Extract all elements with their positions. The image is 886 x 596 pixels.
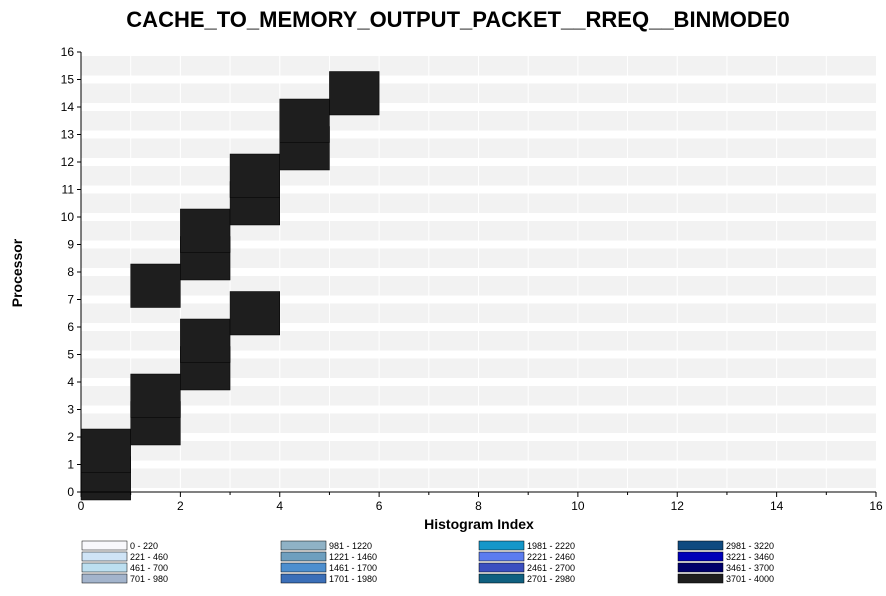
y-tick-label: 12 bbox=[61, 155, 75, 169]
heatmap-cell bbox=[229, 291, 280, 336]
legend-label: 701 - 980 bbox=[130, 574, 168, 584]
legend-item: 2981 - 3220 bbox=[677, 540, 774, 551]
y-tick-label: 5 bbox=[67, 348, 74, 362]
legend-swatch bbox=[677, 562, 724, 573]
x-tick-label: 16 bbox=[869, 499, 883, 513]
legend-item: 0 - 220 bbox=[81, 540, 158, 551]
y-tick-label: 6 bbox=[67, 320, 74, 334]
heatmap-cells bbox=[80, 71, 380, 501]
heatmap-cell bbox=[80, 428, 131, 473]
y-tick-label: 9 bbox=[67, 238, 74, 252]
legend-item: 3461 - 3700 bbox=[677, 562, 774, 573]
legend-label: 981 - 1220 bbox=[329, 541, 372, 551]
y-tick-label: 13 bbox=[61, 128, 75, 142]
y-tick-label: 2 bbox=[67, 430, 74, 444]
legend-label: 3701 - 4000 bbox=[726, 574, 774, 584]
x-tick-label: 2 bbox=[177, 499, 184, 513]
legend-swatch bbox=[478, 540, 525, 551]
legend-item: 2461 - 2700 bbox=[478, 562, 575, 573]
heatmap-cell bbox=[130, 263, 181, 308]
x-tick-label: 0 bbox=[78, 499, 85, 513]
x-tick-label: 12 bbox=[671, 499, 685, 513]
heatmap-cell bbox=[229, 153, 280, 198]
legend-label: 2701 - 2980 bbox=[527, 574, 575, 584]
y-tick-label: 15 bbox=[61, 73, 75, 87]
legend-item: 3701 - 4000 bbox=[677, 573, 774, 584]
legend-item: 981 - 1220 bbox=[280, 540, 372, 551]
legend-swatch bbox=[280, 540, 327, 551]
heatmap-cell bbox=[329, 71, 380, 116]
y-axis-label: Processor bbox=[9, 238, 25, 307]
y-tick-label: 3 bbox=[67, 403, 74, 417]
legend-item: 2701 - 2980 bbox=[478, 573, 575, 584]
legend-swatch bbox=[81, 562, 128, 573]
y-tick-label: 4 bbox=[67, 375, 74, 389]
legend-label: 3221 - 3460 bbox=[726, 552, 774, 562]
x-axis-label: Histogram Index bbox=[424, 516, 534, 532]
x-tick-label: 4 bbox=[276, 499, 283, 513]
legend-label: 3461 - 3700 bbox=[726, 563, 774, 573]
heatmap-cell bbox=[180, 208, 231, 253]
legend-swatch bbox=[81, 573, 128, 584]
legend-item: 3221 - 3460 bbox=[677, 551, 774, 562]
legend-swatch bbox=[478, 573, 525, 584]
legend-swatch bbox=[478, 551, 525, 562]
heatmap-cell bbox=[130, 373, 181, 418]
y-tick-label: 10 bbox=[61, 210, 75, 224]
legend-label: 221 - 460 bbox=[130, 552, 168, 562]
y-tick-label: 14 bbox=[61, 100, 75, 114]
chart-title: CACHE_TO_MEMORY_OUTPUT_PACKET__RREQ__BIN… bbox=[126, 7, 789, 32]
legend-swatch bbox=[677, 573, 724, 584]
legend-label: 0 - 220 bbox=[130, 541, 158, 551]
legend-swatch bbox=[280, 562, 327, 573]
legend-label: 461 - 700 bbox=[130, 563, 168, 573]
x-tick-label: 14 bbox=[770, 499, 784, 513]
legend-label: 1701 - 1980 bbox=[329, 574, 377, 584]
x-tick-label: 6 bbox=[376, 499, 383, 513]
legend-swatch bbox=[81, 551, 128, 562]
legend-label: 1981 - 2220 bbox=[527, 541, 575, 551]
legend-item: 1221 - 1460 bbox=[280, 551, 377, 562]
y-tick-label: 11 bbox=[62, 183, 75, 197]
legend-swatch bbox=[677, 551, 724, 562]
y-tick-label: 16 bbox=[61, 45, 75, 59]
legend-label: 2981 - 3220 bbox=[726, 541, 774, 551]
legend-label: 2461 - 2700 bbox=[527, 563, 575, 573]
y-tick-label: 7 bbox=[67, 293, 74, 307]
y-tick-label: 8 bbox=[67, 265, 74, 279]
legend-swatch bbox=[478, 562, 525, 573]
legend-swatch bbox=[677, 540, 724, 551]
legend-label: 1221 - 1460 bbox=[329, 552, 377, 562]
x-tick-label: 10 bbox=[571, 499, 585, 513]
legend-item: 1461 - 1700 bbox=[280, 562, 377, 573]
legend-item: 1981 - 2220 bbox=[478, 540, 575, 551]
legend-label: 2221 - 2460 bbox=[527, 552, 575, 562]
legend-swatch bbox=[280, 573, 327, 584]
legend-item: 461 - 700 bbox=[81, 562, 168, 573]
heatmap-cell bbox=[279, 98, 330, 143]
legend-item: 221 - 460 bbox=[81, 551, 168, 562]
legend-item: 2221 - 2460 bbox=[478, 551, 575, 562]
legend-label: 1461 - 1700 bbox=[329, 563, 377, 573]
y-tick-label: 0 bbox=[67, 485, 74, 499]
heatmap-cell bbox=[180, 318, 231, 363]
y-tick-label: 1 bbox=[67, 458, 74, 472]
legend-item: 701 - 980 bbox=[81, 573, 168, 584]
legend-item: 1701 - 1980 bbox=[280, 573, 377, 584]
legend-swatch bbox=[280, 551, 327, 562]
x-tick-label: 8 bbox=[475, 499, 482, 513]
legend-swatch bbox=[81, 540, 128, 551]
